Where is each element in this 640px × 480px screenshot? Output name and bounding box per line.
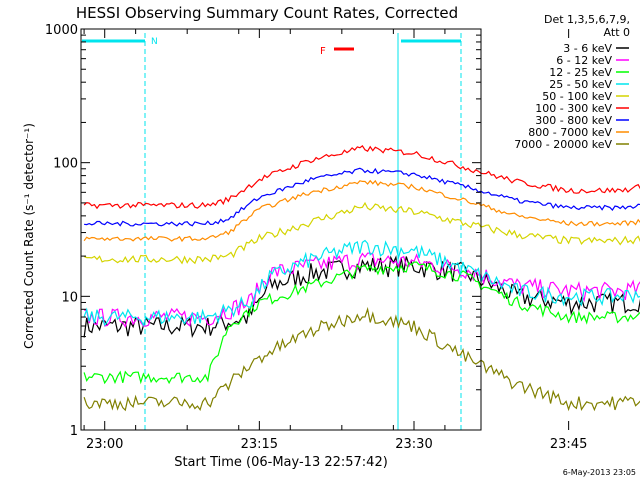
y-tick-label: 1 [70, 424, 78, 439]
night-annotation: N [151, 37, 158, 47]
x-tick-label: 23:30 [395, 437, 432, 452]
legend-header-line-1: Det 1,3,5,6,7,9, [544, 13, 630, 26]
series-line [83, 145, 640, 210]
series-line [83, 252, 640, 328]
legend-label: 3 - 6 keV [563, 42, 612, 55]
y-tick-label: 100 [53, 157, 78, 172]
series-line [83, 306, 640, 412]
series-line [83, 179, 640, 243]
chart-title: HESSI Observing Summary Count Rates, Cor… [76, 4, 458, 22]
y-tick-label: 10 [61, 290, 78, 305]
y-axis: 1 10 100 1000 [45, 23, 481, 439]
x-tick-label: 23:15 [241, 437, 278, 452]
y-tick-label: 1000 [45, 23, 78, 38]
flare-annotation: F [320, 46, 326, 57]
legend-label: 7000 - 20000 keV [514, 138, 612, 151]
x-tick-label: 23:00 [86, 437, 123, 452]
legend-label: 25 - 50 keV [549, 78, 612, 91]
legend-header-line-2: Att 0 [604, 26, 630, 39]
legend-label: 800 - 7000 keV [528, 126, 612, 139]
legend-label: 50 - 100 keV [542, 90, 612, 103]
plot-frame [80, 28, 482, 431]
series-line [83, 239, 640, 327]
x-tick-label: 23:45 [550, 437, 587, 452]
footer-timestamp: 6-May-2013 23:05 [563, 468, 636, 477]
y-axis-label: Corrected Count Rate (s⁻¹ detector⁻¹) [22, 123, 36, 349]
legend-label: 6 - 12 keV [556, 54, 612, 67]
x-axis-label: Start Time (06-May-13 22:57:42) [174, 455, 388, 470]
legend-label: 12 - 25 keV [549, 66, 612, 79]
series-line [83, 261, 640, 385]
legend-label: 100 - 300 keV [535, 102, 612, 115]
series-line [83, 201, 640, 265]
legend-label: 300 - 800 keV [535, 114, 612, 127]
plot-marks: NF [82, 33, 640, 430]
series-line [84, 167, 640, 227]
